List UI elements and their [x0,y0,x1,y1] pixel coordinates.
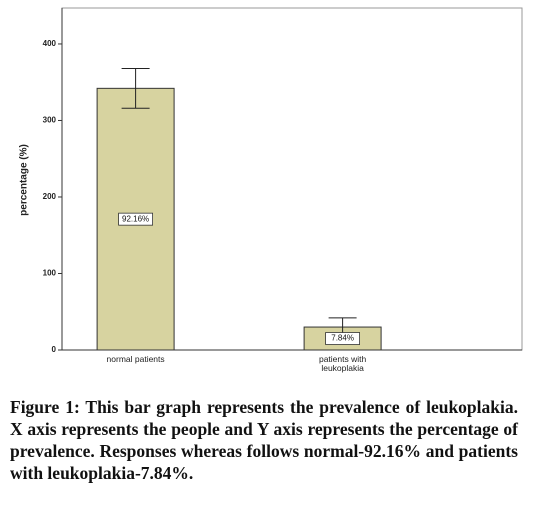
annotation: 92.16% [122,214,149,223]
y-tick-label: 100 [43,269,57,278]
y-tick-label: 300 [43,116,57,125]
y-tick-label: 200 [43,192,57,201]
annotation-box [118,212,153,226]
caption: Figure 1: This bar graph represents the … [10,397,518,483]
x-tick-label: patients with leukoplakia [318,354,367,373]
x-tick-label: normal patients [106,354,165,364]
annotation-box [325,332,361,345]
chart: percentage (%) 0 100 200 300 400 92.16% 7.84% [19,7,523,354]
y-tick-label: 400 [43,39,57,48]
annotation: 7.84% [331,334,354,343]
y-axis-label: percentage (%) [19,144,30,216]
y-tick-label: 0 [52,345,57,354]
